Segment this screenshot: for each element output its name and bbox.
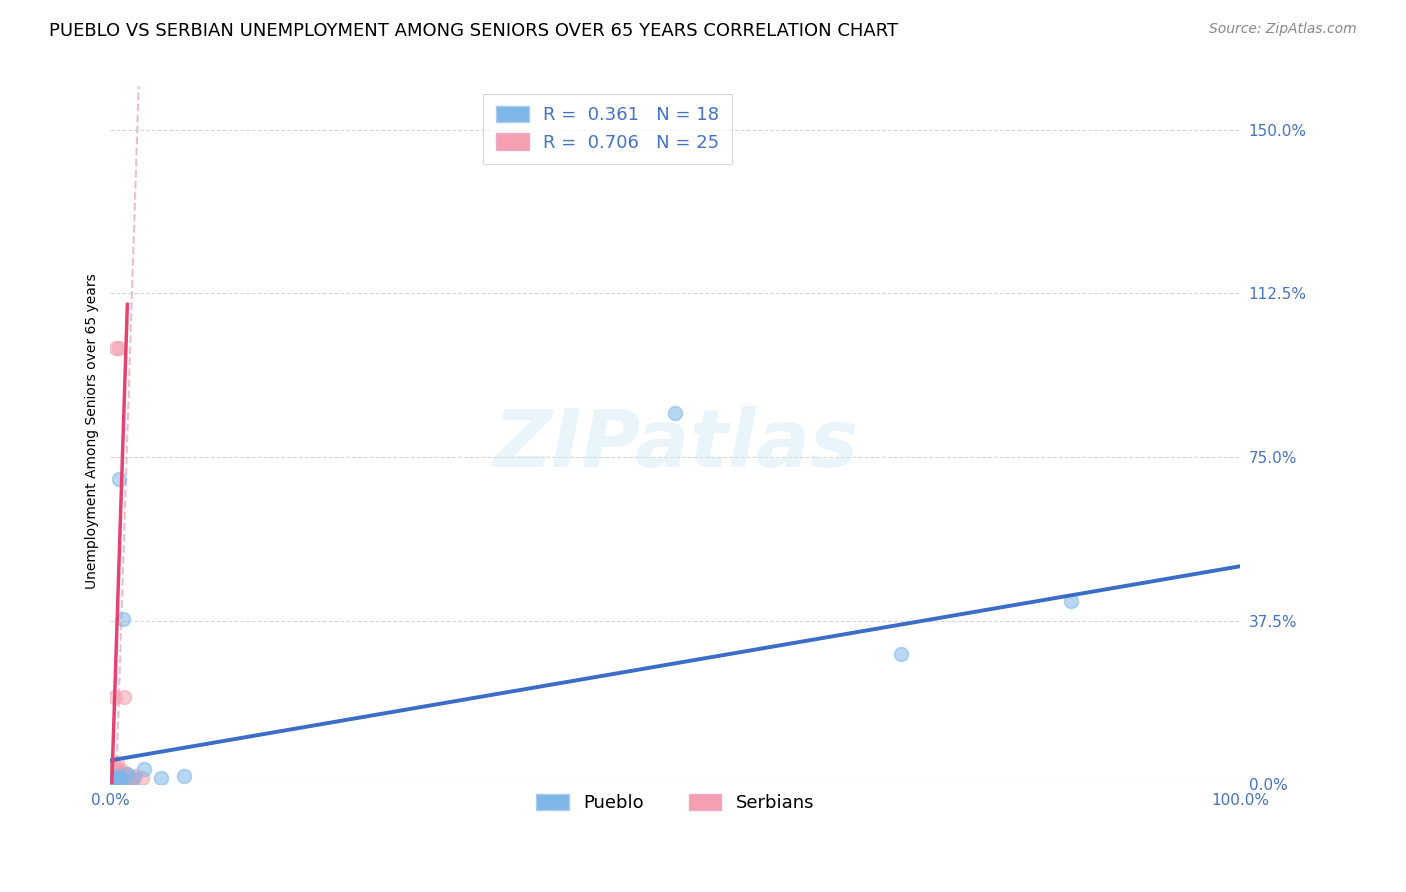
Point <box>112 690 135 705</box>
Point <box>107 769 129 783</box>
Legend: Pueblo, Serbians: Pueblo, Serbians <box>523 781 827 825</box>
Point <box>150 771 173 785</box>
Point <box>107 771 129 785</box>
Text: Source: ZipAtlas.com: Source: ZipAtlas.com <box>1209 22 1357 37</box>
Point <box>111 611 134 625</box>
Point <box>115 766 138 780</box>
Point <box>104 690 127 705</box>
Point <box>103 762 125 776</box>
Point <box>664 407 686 421</box>
Point <box>101 769 124 783</box>
Point <box>173 769 195 783</box>
Point <box>105 756 128 770</box>
Point <box>108 773 131 788</box>
Point <box>103 769 125 783</box>
Point <box>105 341 128 355</box>
Point <box>101 764 124 779</box>
Point <box>108 766 131 780</box>
Point <box>103 775 125 789</box>
Point <box>108 341 131 355</box>
Point <box>122 771 145 785</box>
Point <box>103 773 125 788</box>
Point <box>105 775 128 789</box>
Point <box>110 773 132 788</box>
Point <box>100 771 122 785</box>
Text: PUEBLO VS SERBIAN UNEMPLOYMENT AMONG SENIORS OVER 65 YEARS CORRELATION CHART: PUEBLO VS SERBIAN UNEMPLOYMENT AMONG SEN… <box>49 22 898 40</box>
Point <box>101 775 124 789</box>
Point <box>120 773 142 788</box>
Point <box>100 773 122 788</box>
Point <box>111 769 134 783</box>
Point <box>117 766 139 780</box>
Point <box>131 771 153 785</box>
Point <box>104 771 127 785</box>
Point <box>103 771 125 785</box>
Point <box>105 762 128 776</box>
Point <box>108 472 131 486</box>
Point <box>1060 594 1083 608</box>
Y-axis label: Unemployment Among Seniors over 65 years: Unemployment Among Seniors over 65 years <box>86 273 100 589</box>
Point <box>124 769 146 783</box>
Point <box>890 647 912 661</box>
Point <box>104 760 127 774</box>
Point <box>134 762 156 776</box>
Point <box>110 772 132 787</box>
Point <box>111 764 134 779</box>
Point <box>117 771 139 785</box>
Text: ZIPatlas: ZIPatlas <box>494 406 858 484</box>
Point <box>107 769 129 783</box>
